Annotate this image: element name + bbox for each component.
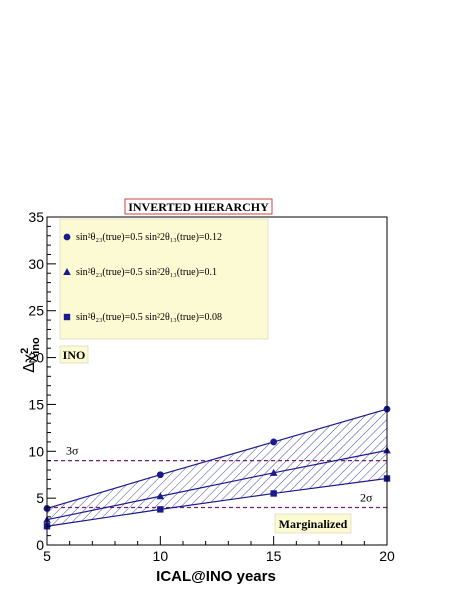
y-tick-label: 5 — [36, 490, 44, 506]
legend-label: sin²θ₂₃(true)=0.5 sin²2θ₁₃(true)=0.08 — [76, 312, 222, 323]
y-axis-title-sub: ino — [30, 337, 42, 354]
x-tick-label: 15 — [266, 548, 282, 564]
legend-box — [59, 218, 269, 340]
ino-label-box — [59, 345, 89, 364]
legend-label: sin²θ₂₃(true)=0.5 sin²2θ₁₃(true)=0.12 — [76, 232, 222, 243]
hatched-band — [47, 409, 387, 527]
confidence-band — [47, 409, 387, 527]
series-line-triangle — [46, 449, 388, 521]
data-point-square — [157, 506, 164, 513]
legend-marker-circle — [63, 233, 71, 241]
y-tick-label: 25 — [28, 303, 44, 319]
x-tick-label: 20 — [379, 548, 395, 564]
svg-text:Δχ2ino: Δχ2ino — [19, 337, 42, 373]
data-point-circle — [156, 471, 164, 479]
y-tick-label: 20 — [28, 350, 44, 366]
y-tick-label: 35 — [28, 209, 44, 225]
y-axis-title: Δχ2ino — [19, 337, 42, 373]
series-line-circle — [46, 408, 388, 510]
x-tick-label: 5 — [43, 548, 51, 564]
data-point-triangle — [269, 468, 278, 476]
data-point-triangle — [156, 492, 165, 500]
data-point-square — [270, 490, 277, 497]
legend-marker-triangle — [63, 268, 71, 275]
legend-label: sin²θ₂₃(true)=0.5 sin²2θ₁₃(true)=0.1 — [76, 267, 217, 278]
y-tick-label: 0 — [36, 537, 44, 553]
series-line-square — [46, 477, 388, 527]
x-axis-title: ICAL@INO years — [156, 568, 276, 585]
chart-title: INVERTED HIERARCHY — [128, 200, 269, 214]
plot-frame — [46, 216, 388, 546]
y-tick-label: 10 — [28, 443, 44, 459]
title-box — [124, 198, 273, 215]
data-point-circle — [270, 438, 278, 446]
reference-label-2sigma: 2σ — [360, 491, 373, 505]
y-axis-title-sup: 2 — [19, 348, 31, 354]
y-axis-title-main: Δχ — [20, 354, 38, 373]
y-tick-label: 30 — [28, 256, 44, 272]
x-tick-label: 10 — [153, 548, 169, 564]
marginalized-label-box — [274, 513, 352, 534]
reference-label-3sigma: 3σ — [66, 444, 79, 458]
legend-marker-square — [63, 313, 71, 321]
legend: sin²θ₂₃(true)=0.5 sin²2θ₁₃(true)=0.12 sin… — [63, 232, 222, 323]
ino-label: INO — [63, 348, 86, 362]
y-tick-label: 15 — [28, 396, 44, 412]
marginalized-label: Marginalized — [279, 517, 348, 531]
